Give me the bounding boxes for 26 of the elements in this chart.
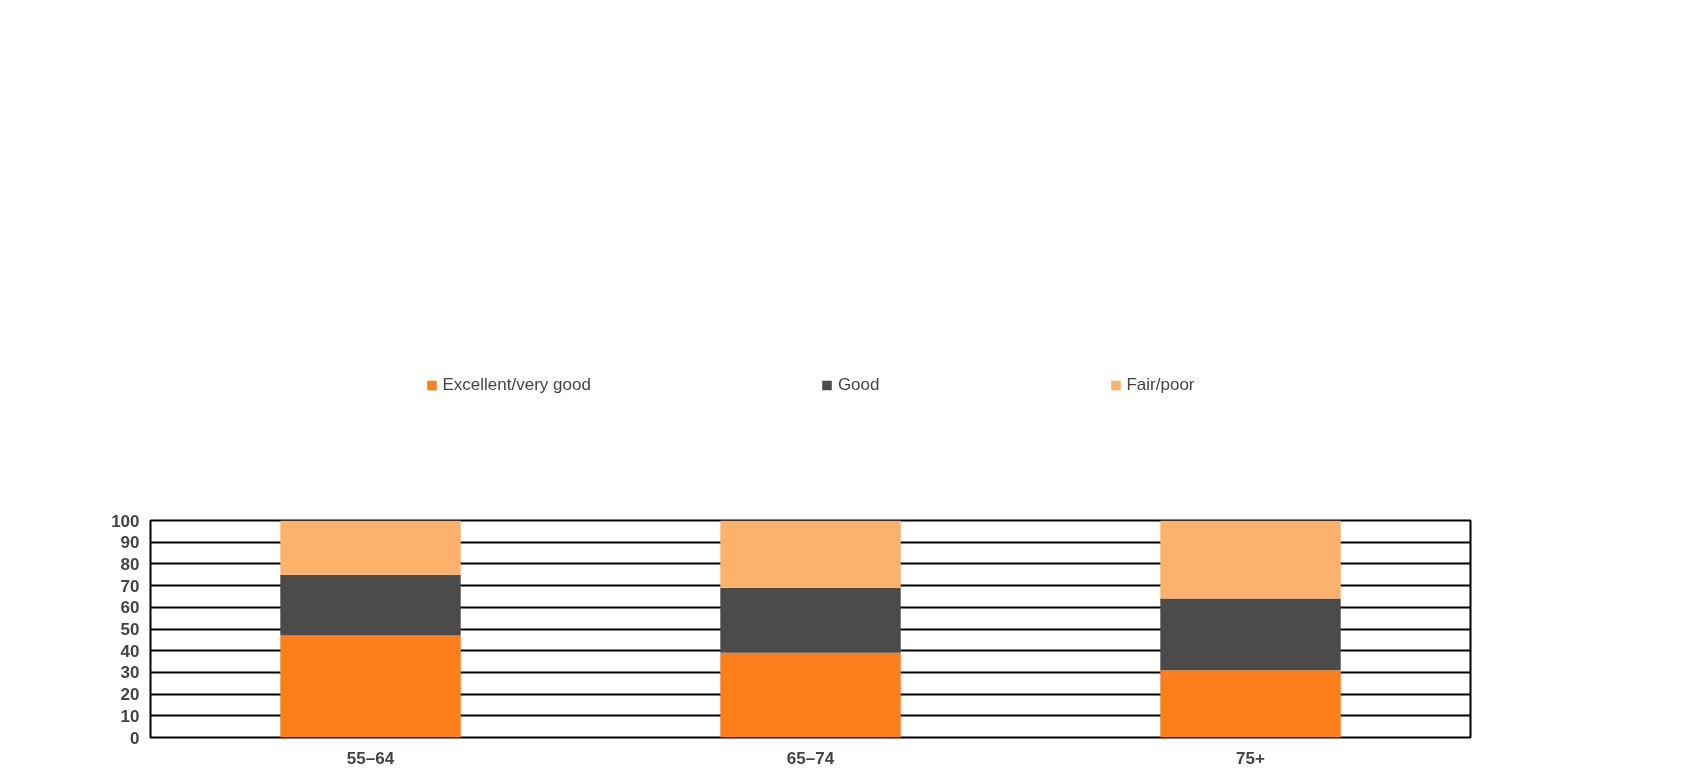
legend-label: Good (837, 375, 880, 395)
y-tick-label: 20 (120, 685, 140, 705)
x-tick-label: 75+ (1236, 748, 1265, 768)
bar (720, 520, 901, 588)
bar (280, 520, 461, 575)
legend-label: Fair/poor (1126, 375, 1195, 395)
y-tick-label: 50 (120, 620, 140, 639)
y-tick-label: 60 (120, 598, 140, 618)
bar (1160, 520, 1341, 599)
bar (1160, 670, 1341, 738)
bar (280, 574, 461, 636)
y-tick-label: 0 (130, 728, 140, 748)
y-tick-label: 80 (120, 554, 140, 574)
legend-label: Excellent/very good (442, 375, 591, 395)
y-tick-label: 10 (120, 706, 140, 726)
y-tick-label: 30 (120, 663, 140, 683)
y-tick-label: 70 (120, 576, 140, 596)
y-tick-label: 40 (120, 641, 140, 661)
x-tick-label: 55–64 (346, 748, 395, 768)
x-tick-label: 65–74 (786, 748, 835, 768)
bar (720, 587, 901, 653)
bar (1160, 598, 1341, 671)
bar (720, 652, 901, 738)
bar (280, 635, 461, 738)
y-tick-label: 100 (111, 511, 140, 531)
y-tick-label: 90 (120, 533, 140, 553)
